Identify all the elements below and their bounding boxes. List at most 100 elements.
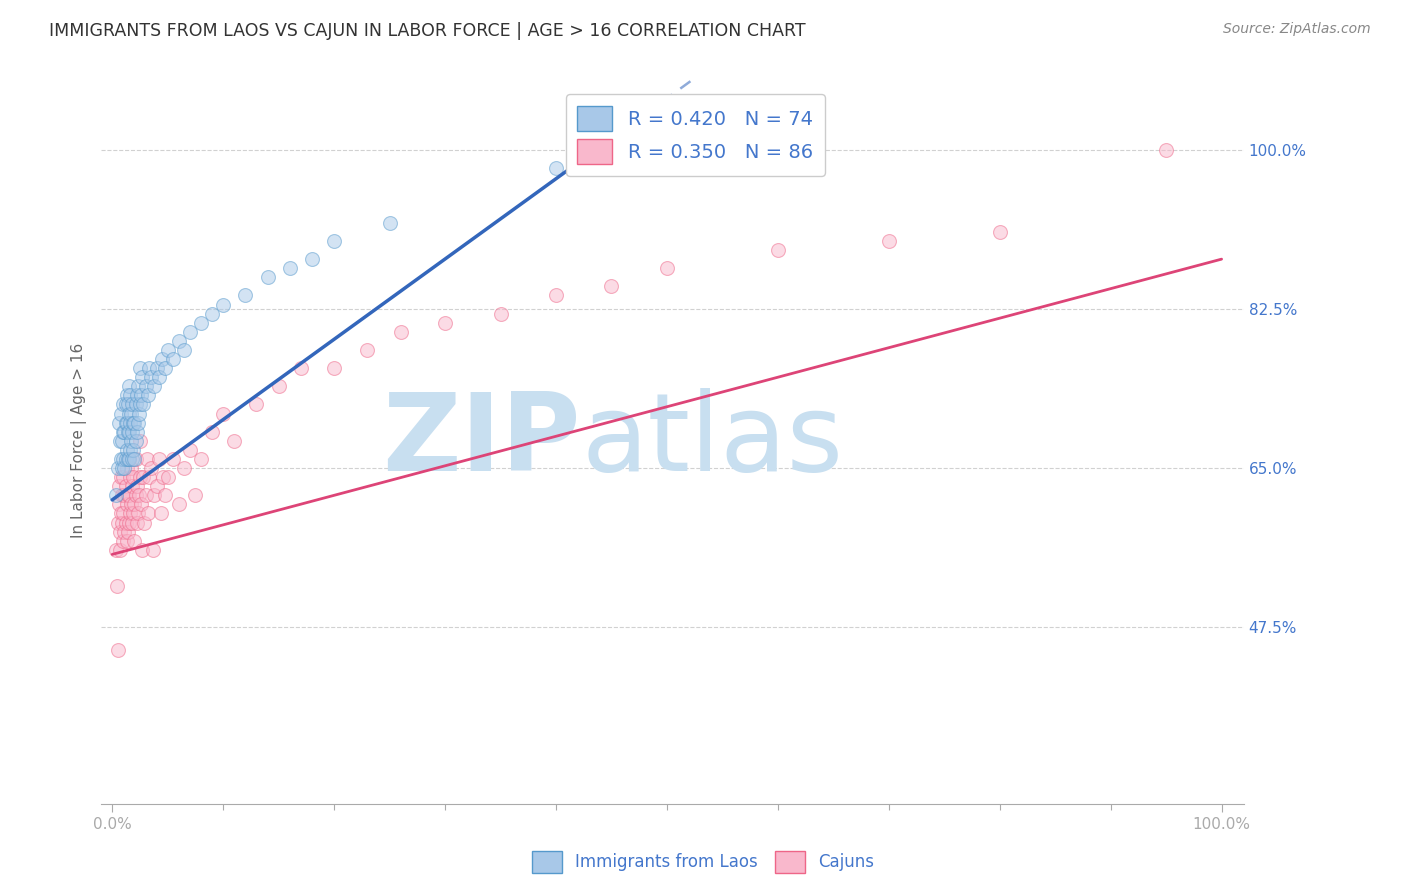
Point (112, 425, 135, 439)
Point (378, 216, 401, 230)
Point (190, 316, 212, 330)
Point (110, 470, 132, 484)
Point (114, 516, 136, 530)
Point (110, 507, 132, 521)
Point (128, 407, 150, 421)
Point (122, 442, 145, 457)
Point (124, 452, 146, 467)
Point (131, 542, 153, 557)
Point (117, 452, 139, 467)
Point (127, 507, 149, 521)
Point (127, 416, 149, 430)
Point (124, 397, 146, 411)
Point (114, 452, 136, 467)
Point (179, 325, 201, 339)
Point (112, 488, 135, 502)
Point (111, 488, 134, 502)
Point (122, 507, 145, 521)
Point (600, 279, 623, 293)
Point (122, 416, 145, 430)
Point (112, 507, 135, 521)
Point (145, 479, 167, 493)
Point (117, 425, 139, 439)
Point (115, 533, 138, 548)
Point (148, 370, 170, 384)
Point (129, 361, 152, 376)
Point (114, 416, 136, 430)
Legend: Immigrants from Laos, Cajuns: Immigrants from Laos, Cajuns (526, 845, 880, 880)
Point (129, 388, 152, 402)
Point (143, 488, 166, 502)
Point (988, 225, 1011, 239)
Point (121, 397, 143, 411)
Point (142, 542, 165, 557)
Point (121, 452, 143, 467)
Point (112, 452, 135, 467)
Point (114, 397, 136, 411)
Point (115, 388, 138, 402)
Point (105, 579, 128, 593)
Point (131, 370, 153, 384)
Point (434, 316, 457, 330)
Point (212, 407, 235, 421)
Text: atlas: atlas (581, 388, 844, 494)
Point (173, 343, 195, 357)
Point (290, 361, 312, 376)
Point (121, 479, 143, 493)
Point (108, 497, 131, 511)
Point (1154, 143, 1177, 157)
Point (118, 516, 141, 530)
Point (110, 452, 132, 467)
Point (143, 379, 166, 393)
Point (118, 425, 141, 439)
Point (125, 479, 148, 493)
Point (162, 452, 184, 467)
Point (120, 407, 142, 421)
Point (301, 252, 323, 267)
Point (129, 434, 152, 448)
Point (134, 516, 156, 530)
Point (107, 461, 129, 475)
Text: IMMIGRANTS FROM LAOS VS CAJUN IN LABOR FORCE | AGE > 16 CORRELATION CHART: IMMIGRANTS FROM LAOS VS CAJUN IN LABOR F… (49, 22, 806, 40)
Point (117, 397, 139, 411)
Point (179, 442, 201, 457)
Point (117, 488, 139, 502)
Point (121, 425, 143, 439)
Point (115, 416, 138, 430)
Point (125, 516, 148, 530)
Point (128, 488, 150, 502)
Point (122, 470, 145, 484)
Point (124, 452, 146, 467)
Point (150, 507, 173, 521)
Point (129, 497, 152, 511)
Point (118, 452, 141, 467)
Point (110, 407, 132, 421)
Point (118, 442, 141, 457)
Point (132, 470, 155, 484)
Point (104, 488, 127, 502)
Y-axis label: In Labor Force | Age > 16: In Labor Force | Age > 16 (72, 343, 87, 539)
Legend: R = 0.420   N = 74, R = 0.350   N = 86: R = 0.420 N = 74, R = 0.350 N = 86 (565, 95, 825, 176)
Point (111, 516, 134, 530)
Point (138, 470, 160, 484)
Point (115, 461, 138, 475)
Text: Source: ZipAtlas.com: Source: ZipAtlas.com (1223, 22, 1371, 37)
Point (125, 425, 148, 439)
Point (655, 261, 678, 276)
Point (256, 270, 278, 285)
Point (112, 524, 135, 539)
Point (111, 461, 134, 475)
Point (190, 452, 212, 467)
Point (224, 434, 246, 448)
Point (115, 442, 138, 457)
Point (118, 470, 141, 484)
Point (118, 507, 141, 521)
Point (112, 533, 135, 548)
Point (108, 416, 131, 430)
Point (118, 452, 141, 467)
Point (138, 361, 160, 376)
Text: ZIP: ZIP (382, 388, 581, 494)
Point (120, 461, 142, 475)
Point (118, 388, 141, 402)
Point (145, 361, 167, 376)
